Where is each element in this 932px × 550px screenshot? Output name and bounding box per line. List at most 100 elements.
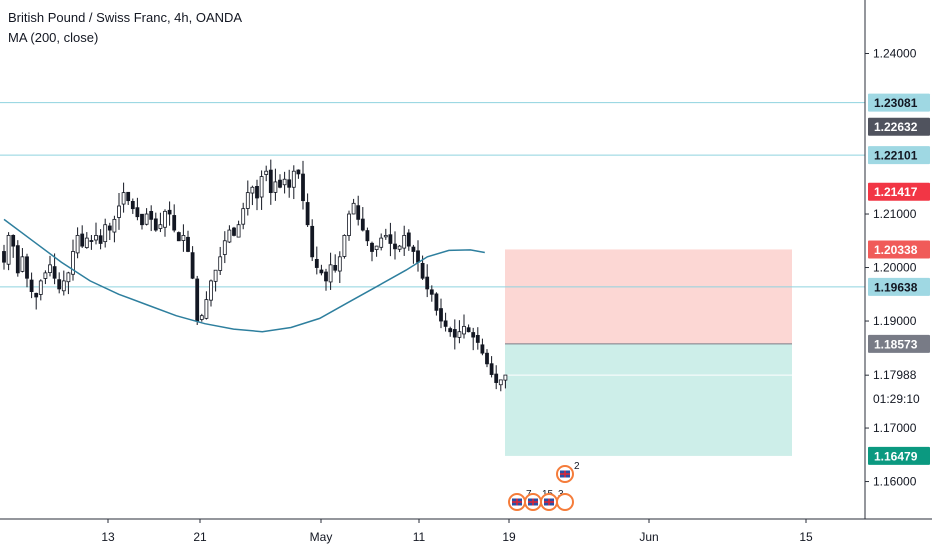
price-tick-label: 1.20000 (873, 261, 917, 275)
price-badge-label: 1.22101 (874, 149, 918, 163)
candle-body (61, 280, 66, 292)
candle-body (89, 240, 94, 242)
event-count-label: 2 (574, 461, 580, 472)
event-ring-extra (556, 493, 574, 511)
price-badge-label: 1.22632 (874, 120, 918, 134)
uk-flag-event-icon[interactable] (540, 493, 558, 511)
candle-body (356, 205, 361, 220)
moving-average-series (3, 218, 485, 333)
candle-body (167, 209, 172, 215)
candle-body (236, 224, 241, 238)
candle-body (319, 269, 324, 274)
uk-flag-event-icon[interactable] (524, 493, 542, 511)
candle-body (443, 320, 448, 327)
time-axis-label: 13 (101, 530, 115, 544)
candle-body (66, 272, 71, 283)
candle-body (38, 280, 43, 295)
candle-body (425, 276, 430, 290)
candle-body (135, 207, 140, 218)
ma-line (3, 218, 485, 333)
candle-body (80, 233, 85, 247)
candle-body (388, 234, 393, 244)
candle-series (2, 159, 508, 392)
candle-body (209, 280, 213, 301)
candle-body (57, 279, 62, 290)
economic-events: 27153 (508, 461, 580, 511)
candle-body (255, 186, 259, 199)
candle-body (6, 235, 11, 265)
bar-countdown-label: 01:29:10 (873, 392, 920, 406)
candle-body (163, 210, 167, 228)
candle-body (190, 252, 195, 279)
candle-body (29, 279, 34, 293)
candle-body (370, 242, 374, 252)
candle-body (126, 191, 131, 202)
take-profit-zone (505, 343, 792, 456)
candle-body (411, 246, 416, 252)
candle-body (406, 232, 411, 247)
candle-body (98, 235, 103, 244)
candle-body (324, 271, 328, 282)
price-tick-label: 1.21000 (873, 207, 917, 221)
stop-loss-zone (505, 249, 792, 344)
candle-body (264, 170, 269, 175)
candle-body (153, 218, 158, 231)
price-badge (868, 446, 930, 465)
position-zones (505, 249, 792, 456)
candle-body (296, 169, 301, 175)
candle-body (213, 269, 218, 282)
candle-body (15, 245, 20, 274)
candle-body (439, 308, 443, 322)
candle-body (84, 237, 89, 249)
candle-body (475, 334, 480, 343)
candle-body (11, 234, 16, 247)
candle-body (416, 250, 420, 263)
candle-body (232, 227, 236, 236)
price-badge (868, 240, 930, 259)
candle-body (268, 169, 273, 194)
candle-body (112, 218, 117, 233)
time-axis-label: 11 (413, 530, 426, 544)
symbol-title: British Pound / Swiss Franc, 4h, OANDA (8, 10, 243, 25)
uk-flag-event-icon[interactable] (508, 493, 526, 511)
candle-body (457, 331, 462, 338)
candle-body (305, 202, 310, 226)
candle-body (186, 236, 190, 252)
candle-body (503, 374, 508, 381)
candle-body (498, 379, 503, 386)
uk-flag-event-icon[interactable] (556, 465, 574, 483)
price-badge-label: 1.18573 (874, 337, 918, 351)
time-axis-label: 19 (502, 530, 516, 544)
candle-body (222, 240, 227, 255)
candle-body (199, 315, 204, 320)
candle-body (466, 327, 471, 333)
candle-body (259, 176, 264, 198)
candle-body (393, 243, 397, 250)
price-badge (868, 93, 930, 112)
candle-body (20, 256, 25, 272)
candle-body (149, 210, 154, 220)
time-axis-label: Jun (639, 530, 658, 544)
candle-body (195, 278, 200, 322)
candle-body (2, 251, 6, 263)
candle-body (351, 202, 356, 215)
candle-body (130, 201, 135, 210)
candle-body (34, 292, 39, 298)
horizontal-lines (0, 102, 865, 288)
candle-body (273, 181, 278, 193)
candle-body (365, 230, 370, 242)
candle-body (360, 218, 365, 231)
candle-body (140, 213, 144, 226)
price-badge (868, 277, 930, 296)
candle-body (287, 179, 292, 188)
candle-body (397, 245, 402, 250)
candle-body (121, 192, 126, 205)
price-badge (868, 117, 930, 136)
candle-body (374, 245, 379, 250)
candle-body (328, 264, 333, 283)
candle-body (379, 237, 384, 248)
price-badge (868, 334, 930, 353)
candle-body (218, 256, 223, 271)
